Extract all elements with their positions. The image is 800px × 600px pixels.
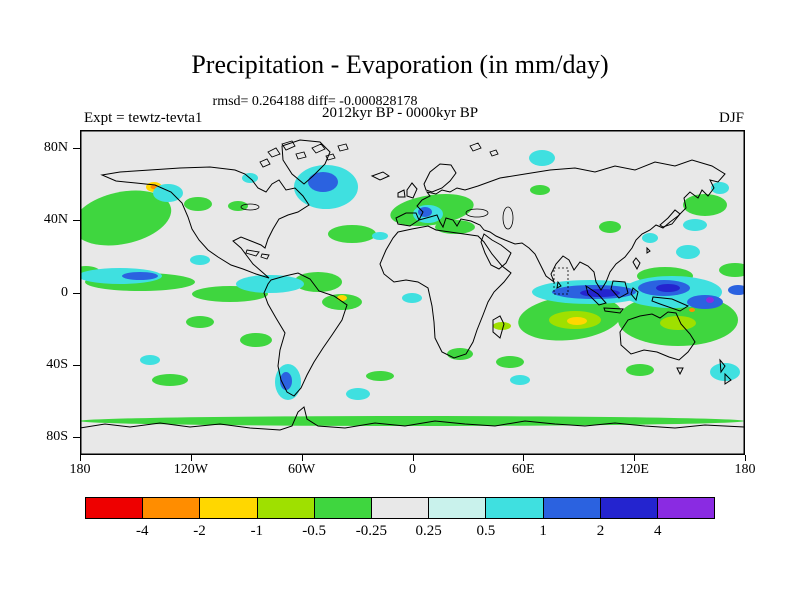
coast-eurasia-north: [416, 159, 726, 291]
colorbar-labels: -4 -2 -1 -0.5 -0.25 0.25 0.5 1 2 4: [85, 519, 715, 543]
x-tick-label: 60E: [512, 462, 535, 477]
coast-arabia: [480, 233, 512, 270]
season-label: DJF: [718, 110, 744, 126]
x-tick-mark: [80, 455, 81, 461]
x-axis: 180 120W 60W 0 60E 120E 180: [70, 455, 756, 489]
coast-japan-taiwan: [556, 209, 681, 289]
x-tick-label: 120W: [173, 462, 208, 477]
experiment-label: Expt = tewtz-tevta1: [84, 110, 203, 126]
coast-madagascar: [492, 315, 505, 339]
y-tick-mark: [73, 292, 80, 294]
colorbar-cell: [257, 498, 315, 518]
colorbar-cell: [86, 498, 144, 518]
y-axis: 80N 40N 0 40S 80S: [0, 130, 80, 455]
y-tick-label: 40N: [43, 212, 68, 228]
colorbar-tick-label: 2: [596, 523, 605, 539]
x-tick-label: 60W: [288, 462, 316, 477]
map-frame: [80, 130, 745, 455]
coast-scandinavia: [423, 163, 457, 193]
colorbar-tick-label: -2: [193, 523, 206, 539]
x-tick-mark: [634, 455, 636, 461]
x-tick-mark: [190, 455, 192, 461]
black-sea: [465, 208, 489, 218]
y-tick-mark: [73, 148, 80, 150]
coastlines: [80, 139, 745, 455]
coast-tasmania-nz: [676, 358, 732, 385]
x-tick-mark: [412, 455, 414, 461]
colorbar-tick-label: 4: [653, 523, 662, 539]
colorbar-cell: [543, 498, 601, 518]
stats-line: rmsd= 0.264188 diff= -0.000828178: [212, 94, 418, 109]
colorbar-cell: [486, 498, 544, 518]
colorbar-tick-label: 0.5: [476, 523, 496, 539]
colorbar-tick-label: -4: [136, 523, 149, 539]
y-tick-mark: [73, 220, 80, 222]
coast-south-america: [263, 272, 348, 397]
coast-caribbean: [245, 249, 270, 260]
y-tick-label: 40S: [46, 356, 68, 372]
colorbar-cell: [657, 498, 715, 518]
x-tick-mark: [745, 455, 746, 461]
y-tick-label: 80S: [46, 428, 68, 444]
period-label: 2012kyr BP - 0000kyr BP: [321, 105, 479, 121]
colorbar: [85, 497, 715, 519]
coast-iberia: [395, 212, 420, 227]
colorbar-tick-label: -0.5: [302, 523, 326, 539]
colorbar-cell: [143, 498, 201, 518]
x-tick-label: 180: [69, 462, 91, 477]
x-tick-label: 180: [734, 462, 756, 477]
coast-maritime-continent: [585, 257, 690, 314]
coast-mediterranean: [418, 214, 485, 231]
colorbar-cell: [200, 498, 258, 518]
coast-greenland: [281, 139, 331, 185]
x-tick-mark: [301, 455, 303, 461]
colorbar-cell: [314, 498, 372, 518]
caspian-sea: [502, 206, 514, 230]
coast-antarctica: [80, 406, 745, 455]
colorbar-cell: [371, 498, 430, 518]
x-tick-label: 120E: [619, 462, 649, 477]
colorbar-tick-label: 1: [539, 523, 547, 539]
coast-north-america: [100, 166, 310, 279]
coast-arctic-islands: [259, 140, 499, 168]
colorbar-cell: [429, 498, 487, 518]
y-tick-mark: [73, 364, 80, 366]
coast-africa: [379, 225, 512, 359]
x-tick-mark: [523, 455, 525, 461]
y-tick-label: 0: [61, 284, 68, 300]
colorbar-wrap: -4 -2 -1 -0.5 -0.25 0.25 0.5 1 2 4: [85, 497, 715, 543]
y-tick-mark: [73, 436, 80, 438]
page-title: Precipitation - Evaporation (in mm/day): [191, 50, 609, 79]
coast-australia: [619, 311, 696, 361]
colorbar-cell: [600, 498, 658, 518]
x-tick-label: 0: [409, 462, 416, 477]
y-tick-label: 80N: [43, 140, 68, 156]
great-lakes: [240, 203, 260, 211]
colorbar-tick-label: -0.25: [355, 523, 387, 539]
coast-british-isles: [370, 171, 418, 199]
colorbar-tick-label: 0.25: [415, 523, 442, 539]
colorbar-tick-label: -1: [250, 523, 264, 539]
map-plot: [80, 130, 745, 455]
